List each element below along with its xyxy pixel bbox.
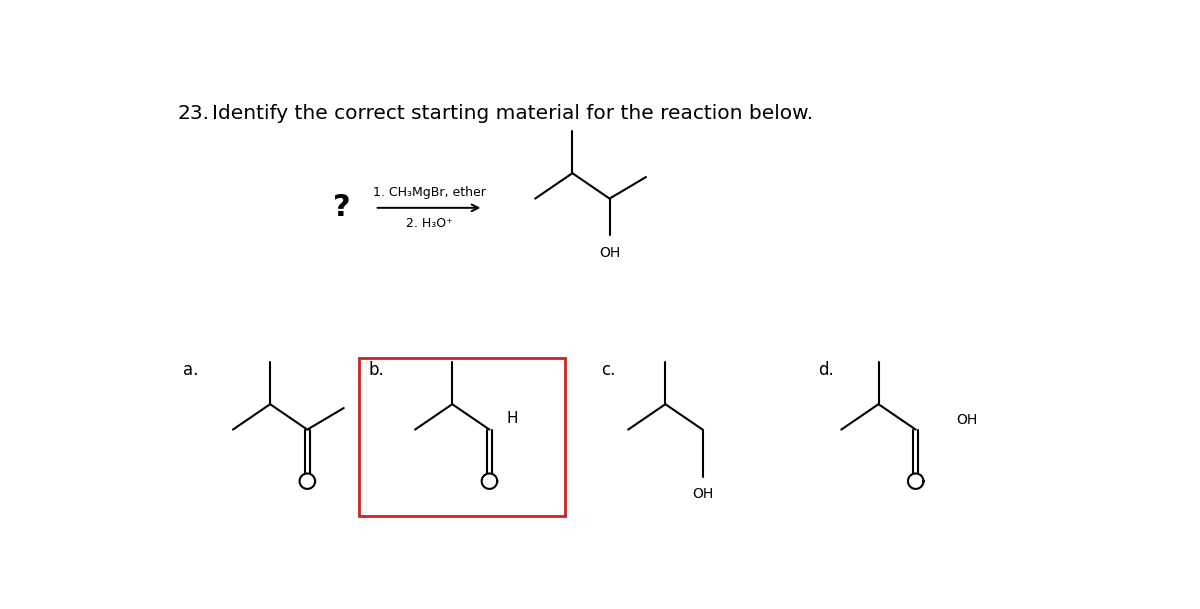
Text: ?: ? (334, 193, 352, 222)
Text: a.: a. (182, 361, 198, 379)
Text: d.: d. (818, 361, 834, 379)
Text: OH: OH (599, 246, 620, 260)
Bar (359, 358, 565, 516)
Text: OH: OH (692, 487, 713, 501)
Text: 2. H₃O⁺: 2. H₃O⁺ (406, 217, 452, 230)
Text: H: H (506, 410, 518, 426)
Text: Identify the correct starting material for the reaction below.: Identify the correct starting material f… (212, 104, 814, 122)
Text: OH: OH (956, 412, 977, 426)
Text: 23.: 23. (178, 104, 209, 122)
Text: b.: b. (368, 361, 384, 379)
Text: 1. CH₃MgBr, ether: 1. CH₃MgBr, ether (372, 186, 486, 199)
Text: c.: c. (601, 361, 616, 379)
